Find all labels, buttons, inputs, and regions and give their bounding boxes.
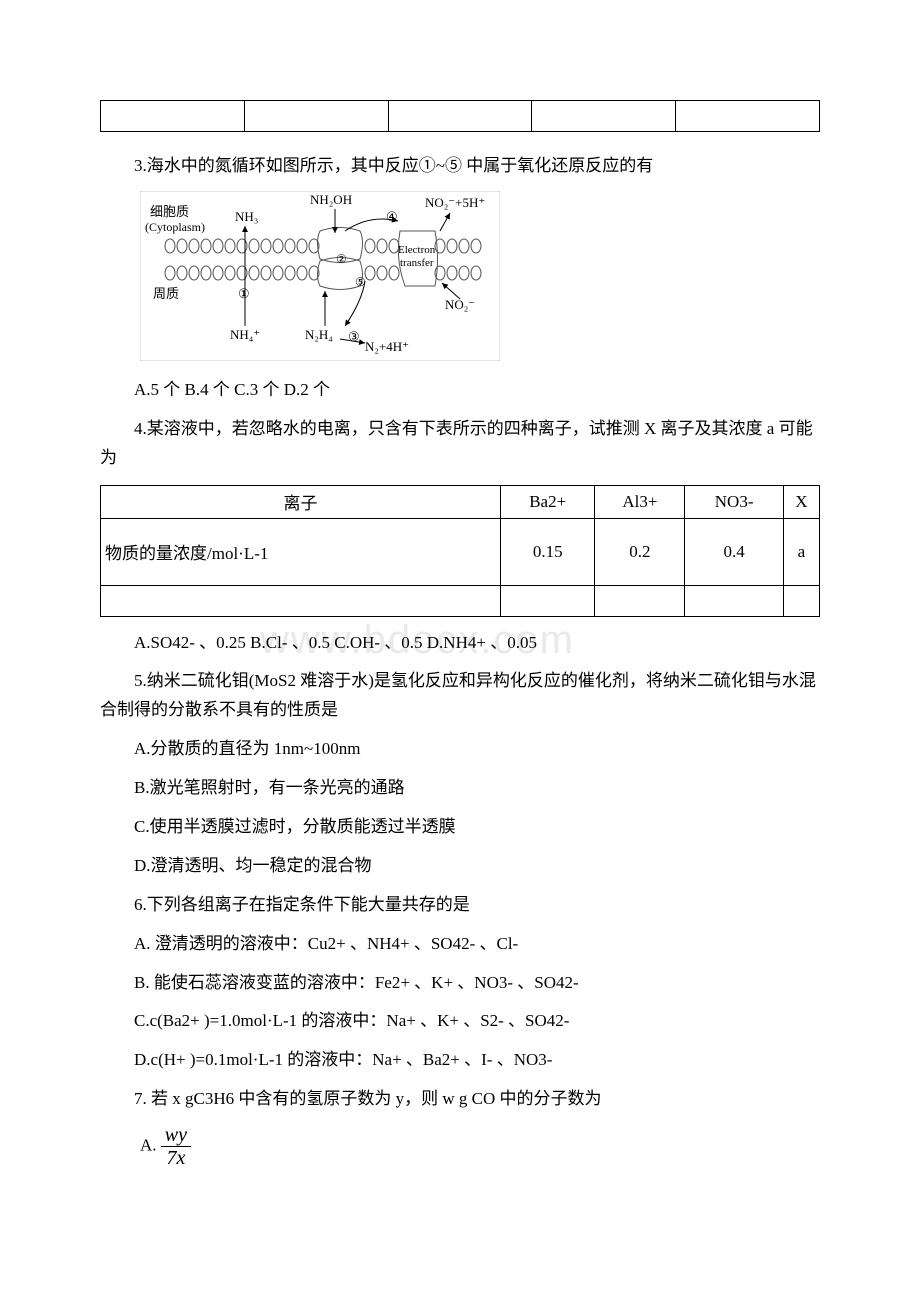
q4-rowlabel: 物质的量浓度/mol·L-1 (101, 518, 501, 585)
peri: 周质 (153, 286, 179, 301)
svg-text:②: ② (336, 252, 347, 266)
n24h: N₂+4H⁺ (365, 339, 409, 354)
q5-c: C.使用半透膜过滤时，分散质能透过半透膜 (100, 813, 820, 842)
cell-cn: 细胞质 (150, 204, 189, 219)
q3-options: A.5 个 B.4 个 C.3 个 D.2 个 (100, 376, 820, 405)
q7-fraction: wy 7x (161, 1124, 191, 1169)
n2h4: N₂H₄ (305, 327, 333, 342)
q5-d: D.澄清透明、均一稳定的混合物 (100, 852, 820, 881)
q6-b: B. 能使石蕊溶液变蓝的溶液中：Fe2+ 、K+ 、NO3- 、SO42- (100, 969, 820, 998)
q4-v3: a (783, 518, 819, 585)
q4-th-1: Ba2+ (501, 485, 595, 518)
no2h: NO₂⁻+5H⁺ (425, 195, 485, 210)
q4-th-4: X (783, 485, 819, 518)
q7-option-a: A. wy 7x (140, 1124, 820, 1169)
q6-d: D.c(H+ )=0.1mol·L-1 的溶液中：Na+ 、Ba2+ 、I- 、… (100, 1046, 820, 1075)
q5-b: B.激光笔照射时，有一条光亮的通路 (100, 774, 820, 803)
q3-diagram: 细胞质 (Cytoplasm) NH₃ NH₂OH NO₂⁻+5H⁺ Elect… (140, 191, 820, 366)
q4-v0: 0.15 (501, 518, 595, 585)
q4-table: 离子 Ba2+ Al3+ NO3- X 物质的量浓度/mol·L-1 0.15 … (100, 485, 820, 617)
svg-text:④: ④ (386, 209, 398, 224)
q7-a-prefix: A. (140, 1136, 161, 1155)
nh4: NH₄⁺ (230, 327, 260, 342)
q4-options: A.SO42- 、0.25 B.Cl- 、0.5 C.OH- 、0.5 D.NH… (100, 629, 820, 658)
q5-a: A.分散质的直径为 1nm~100nm (100, 735, 820, 764)
q7-text: 7. 若 x gC3H6 中含有的氢原子数为 y，则 w g CO 中的分子数为 (100, 1085, 820, 1114)
q3-text: 3.海水中的氮循环如图所示，其中反应①~⑤ 中属于氧化还原反应的有 (100, 152, 820, 181)
q4-th-3: NO3- (685, 485, 784, 518)
q7-frac-num: wy (161, 1124, 191, 1147)
empty-top-table (100, 100, 820, 132)
transfer: transfer (400, 257, 434, 269)
q4-v2: 0.4 (685, 518, 784, 585)
cell-en: (Cytoplasm) (145, 220, 205, 234)
q4-th-2: Al3+ (595, 485, 685, 518)
nh2oh: NH₂OH (310, 192, 352, 207)
q5-text: 5.纳米二硫化钼(MoS2 难溶于水)是氢化反应和异构化反应的催化剂，将纳米二硫… (100, 667, 820, 725)
q6-a: A. 澄清透明的溶液中：Cu2+ 、NH4+ 、SO42- 、Cl- (100, 930, 820, 959)
nh3: NH₃ (235, 209, 258, 224)
q7-frac-den: 7x (161, 1147, 191, 1169)
q6-c: C.c(Ba2+ )=1.0mol·L-1 的溶液中：Na+ 、K+ 、S2- … (100, 1007, 820, 1036)
electron: Electron (398, 244, 436, 256)
svg-text:①: ① (238, 286, 250, 301)
q4-text: 4.某溶液中，若忽略水的电离，只含有下表所示的四种离子，试推测 X 离子及其浓度… (100, 415, 820, 473)
q4-th-0: 离子 (101, 485, 501, 518)
q6-text: 6.下列各组离子在指定条件下能大量共存的是 (100, 891, 820, 920)
q4-v1: 0.2 (595, 518, 685, 585)
no2: NO₂⁻ (445, 297, 475, 312)
